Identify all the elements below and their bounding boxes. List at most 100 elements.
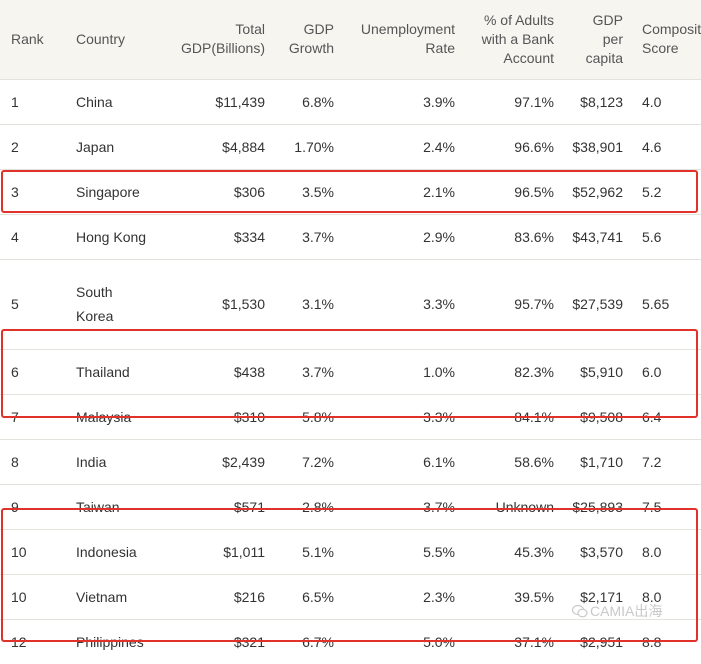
cell-bank-account: 58.6% (514, 453, 554, 470)
cell-unemployment-rate: 1.0% (423, 363, 455, 380)
cell-rank: 7 (11, 408, 19, 425)
cell-total-gdp: $2,439 (222, 453, 265, 470)
cell-unemployment-rate: 5.0% (423, 633, 455, 650)
cell-bank-account: 95.7% (514, 296, 554, 312)
watermark-text: CAMIA出海 (590, 603, 663, 619)
cell-gdp-per-capita: $43,741 (572, 228, 623, 245)
cell-rank: 6 (11, 363, 19, 380)
table-header-row: Rank Country Total GDP(Billions) GDP Growt… (0, 0, 701, 79)
header-rank: Rank (11, 30, 44, 47)
cell-composite-score: 6.4 (642, 408, 662, 425)
cell-country: Indonesia (76, 543, 137, 560)
cell-country: Taiwan (76, 498, 120, 515)
cell-composite-score: 5.65 (642, 296, 670, 312)
cell-total-gdp: $571 (233, 498, 265, 515)
cell-gdp-growth: 6.8% (302, 93, 334, 110)
header-bank-account: % of Adults with a Bank Account (481, 11, 554, 66)
cell-unemployment-rate: 2.1% (423, 183, 455, 200)
cell-country: India (76, 453, 107, 470)
wechat-icon (572, 605, 588, 618)
cell-gdp-growth: 7.2% (302, 453, 334, 470)
header-composite-score: CompositeScore (642, 21, 701, 57)
cell-unemployment-rate: 2.9% (423, 228, 455, 245)
cell-gdp-per-capita: $2,951 (580, 633, 623, 650)
cell-unemployment-rate: 5.5% (423, 543, 455, 560)
cell-country: Malaysia (76, 408, 132, 425)
cell-rank: 2 (11, 138, 19, 155)
cell-rank: 9 (11, 498, 19, 515)
cell-country: China (76, 93, 113, 110)
cell-unemployment-rate: 2.3% (423, 588, 455, 605)
cell-gdp-per-capita: $9,508 (580, 408, 623, 425)
cell-gdp-per-capita: $2,171 (580, 588, 623, 605)
cell-total-gdp: $321 (233, 633, 265, 650)
cell-bank-account: 96.5% (514, 183, 554, 200)
cell-composite-score: 7.2 (642, 453, 662, 470)
table-row: 5 South Korea $1,530 3.1% 3.3% 95.7% $27,539 5.6… (0, 259, 701, 349)
cell-unemployment-rate: 2.4% (423, 138, 455, 155)
cell-rank: 1 (11, 93, 19, 110)
cell-rank: 12 (11, 633, 27, 650)
cell-bank-account: 97.1% (514, 93, 554, 110)
cell-gdp-per-capita: $27,539 (572, 296, 623, 312)
cell-country: Philippines (76, 633, 144, 650)
cell-total-gdp: $334 (233, 228, 265, 245)
cell-bank-account: 39.5% (514, 588, 554, 605)
table-row: 10 Vietnam $216 6.5% 2.3% 39.5% $2,171 8.0 (0, 574, 701, 619)
cell-gdp-growth: 5.1% (302, 543, 334, 560)
cell-total-gdp: $1,530 (222, 296, 265, 312)
cell-gdp-growth: 2.8% (302, 498, 334, 515)
cell-composite-score: 7.5 (642, 498, 662, 515)
cell-composite-score: 4.0 (642, 93, 662, 110)
cell-country: Japan (76, 138, 115, 155)
table-row: 4 Hong Kong $334 3.7% 2.9% 83.6% $43,741 5.6 (0, 214, 701, 259)
cell-total-gdp: $11,439 (215, 93, 265, 110)
cell-bank-account: 82.3% (514, 363, 554, 380)
table-row: 9 Taiwan $571 2.8% 3.7% Unknown $25,893 7.5 (0, 484, 701, 529)
cell-rank: 10 (11, 543, 27, 560)
cell-composite-score: 8.0 (642, 588, 662, 605)
cell-gdp-growth: 6.7% (302, 633, 334, 650)
header-gdp-growth: GDP Growth (288, 21, 334, 57)
cell-gdp-growth: 6.5% (302, 588, 334, 605)
cell-rank: 3 (11, 183, 19, 200)
cell-unemployment-rate: 3.3% (423, 296, 455, 312)
cell-total-gdp: $306 (233, 183, 265, 200)
header-country: Country (76, 30, 126, 47)
cell-total-gdp: $216 (233, 588, 265, 605)
table-row: 1 China $11,439 6.8% 3.9% 97.1% $8,123 4.0 (0, 79, 701, 124)
cell-gdp-growth: 3.7% (302, 363, 334, 380)
cell-gdp-growth: 3.5% (302, 183, 334, 200)
header-unemployment-rate: Unemployment Rate (360, 21, 455, 57)
cell-composite-score: 5.6 (642, 228, 662, 245)
cell-unemployment-rate: 3.7% (423, 498, 455, 515)
cell-total-gdp: $438 (233, 363, 265, 380)
cell-composite-score: 5.2 (642, 183, 662, 200)
cell-composite-score: 6.0 (642, 363, 662, 380)
table-row: 10 Indonesia $1,011 5.1% 5.5% 45.3% $3,570 8.0 (0, 529, 701, 574)
cell-gdp-per-capita: $1,710 (580, 453, 623, 470)
cell-gdp-per-capita: $3,570 (580, 543, 623, 560)
cell-bank-account: 96.6% (514, 138, 554, 155)
header-gdp-per-capita: GDP per capita (585, 11, 623, 66)
cell-gdp-per-capita: $8,123 (580, 93, 623, 110)
table-row: 7 Malaysia $310 5.8% 3.3% 84.1% $9,508 6.4 (0, 394, 701, 439)
cell-gdp-per-capita: $52,962 (572, 183, 623, 200)
cell-composite-score: 4.6 (642, 138, 662, 155)
cell-country: Singapore (76, 183, 140, 200)
cell-gdp-growth: 3.7% (302, 228, 334, 245)
table-row: 12 Philippines $321 6.7% 5.0% 37.1% $2,951 8.8 (0, 619, 701, 664)
cell-gdp-growth: 1.70% (294, 138, 334, 155)
cell-bank-account: Unknown (495, 498, 554, 515)
cell-gdp-per-capita: $5,910 (580, 363, 623, 380)
table-row: 8 India $2,439 7.2% 6.1% 58.6% $1,710 7.2 (0, 439, 701, 484)
cell-unemployment-rate: 3.3% (423, 408, 455, 425)
cell-bank-account: 83.6% (514, 228, 554, 245)
cell-country: Vietnam (76, 588, 128, 605)
cell-total-gdp: $4,884 (222, 138, 265, 155)
cell-composite-score: 8.0 (642, 543, 662, 560)
watermark: CAMIA出海 (572, 601, 662, 621)
cell-gdp-growth: 5.8% (302, 408, 334, 425)
table-row: 3 Singapore $306 3.5% 2.1% 96.5% $52,962 5.2 (0, 169, 701, 214)
